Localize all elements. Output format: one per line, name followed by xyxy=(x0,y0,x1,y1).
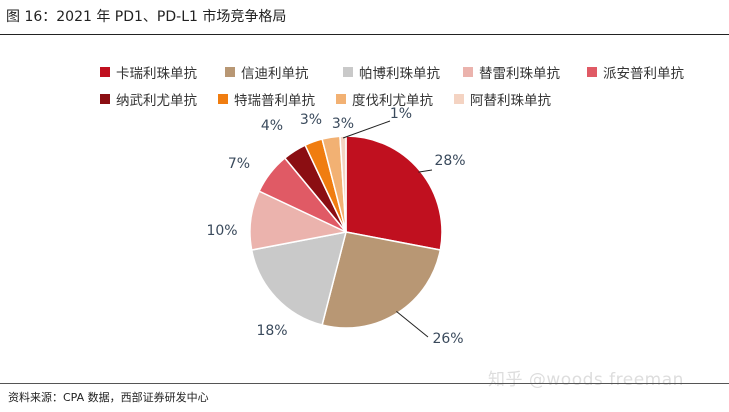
data-label: 26% xyxy=(432,331,463,347)
legend-label: 度伐利尤单抗 xyxy=(352,92,433,109)
legend-swatch xyxy=(100,66,110,77)
legend-swatch xyxy=(218,93,228,104)
legend-item-nivolumab: 纳武利尤单抗 xyxy=(96,89,214,109)
watermark: 知乎 @woods freeman xyxy=(488,370,684,390)
legend-item-pembrolizumab: 帕博利珠单抗 xyxy=(339,62,459,82)
legend-item-sintilimab: 信迪利单抗 xyxy=(221,62,339,82)
legend-label: 特瑞普利单抗 xyxy=(234,92,315,109)
legend-item-durvalumab: 度伐利尤单抗 xyxy=(332,89,450,109)
legend-label: 替雷利珠单抗 xyxy=(479,65,560,82)
legend-swatch xyxy=(454,93,464,104)
leader-line xyxy=(342,120,391,139)
legend-swatch xyxy=(225,66,235,77)
pie-slice xyxy=(250,231,348,326)
pie-slices xyxy=(249,135,443,329)
legend-item-tislelizumab: 替雷利珠单抗 xyxy=(459,62,583,82)
source-divider xyxy=(0,383,729,384)
data-label: 18% xyxy=(256,323,287,339)
data-label: 4% xyxy=(261,118,283,134)
legend-row-1: 卡瑞利珠单抗 信迪利单抗 帕博利珠单抗 替雷利珠单抗 派安普利单抗 xyxy=(96,58,716,85)
data-label: 3% xyxy=(332,116,354,132)
legend-swatch xyxy=(587,66,597,77)
legend-label: 卡瑞利珠单抗 xyxy=(116,65,197,82)
pie-slice xyxy=(321,231,442,329)
pie-leader-lines xyxy=(342,120,433,338)
legend-item-camrelizumab: 卡瑞利珠单抗 xyxy=(96,62,221,82)
legend-label: 阿替利珠单抗 xyxy=(470,92,551,109)
legend-row-2: 纳武利尤单抗 特瑞普利单抗 度伐利尤单抗 阿替利珠单抗 xyxy=(96,85,716,112)
data-label: 7% xyxy=(228,156,250,172)
legend-label: 纳武利尤单抗 xyxy=(116,92,197,109)
data-label: 28% xyxy=(434,153,465,169)
figure-title: 图 16：2021 年 PD1、PD-L1 市场竞争格局 xyxy=(6,9,287,25)
legend-label: 信迪利单抗 xyxy=(241,65,309,82)
legend-item-toripalimab: 特瑞普利单抗 xyxy=(214,89,332,109)
leader-line xyxy=(418,169,433,173)
leader-line xyxy=(396,311,429,338)
legend-swatch xyxy=(336,93,346,104)
legend-swatch xyxy=(343,66,353,77)
legend-label: 派安普利单抗 xyxy=(603,65,684,82)
chart-legend: 卡瑞利珠单抗 信迪利单抗 帕博利珠单抗 替雷利珠单抗 派安普利单抗 纳武利尤单抗… xyxy=(96,58,716,112)
title-divider xyxy=(0,34,729,35)
pie-data-labels: 28% 26% 18% 10% 7% 4% 3% 3% 1% xyxy=(206,106,465,347)
legend-label: 帕博利珠单抗 xyxy=(359,65,440,82)
data-label: 1% xyxy=(390,106,412,122)
pie-slice xyxy=(345,135,443,251)
legend-item-penpulimab: 派安普利单抗 xyxy=(583,62,695,82)
legend-swatch xyxy=(100,93,110,104)
data-label: 10% xyxy=(206,223,237,239)
pie-slice xyxy=(339,135,347,233)
legend-swatch xyxy=(463,66,473,77)
data-label: 3% xyxy=(300,112,322,128)
legend-item-atezolizumab: 阿替利珠单抗 xyxy=(450,89,574,109)
source-note: 资料来源：CPA 数据，西部证券研发中心 xyxy=(8,391,209,404)
